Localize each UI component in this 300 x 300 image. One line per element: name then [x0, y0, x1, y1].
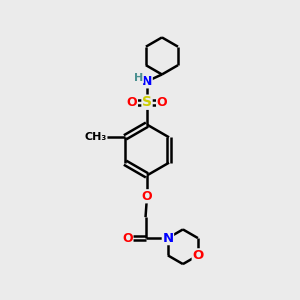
Text: CH₃: CH₃ [85, 132, 107, 142]
Text: O: O [192, 249, 203, 262]
Text: N: N [162, 232, 173, 244]
Text: S: S [142, 95, 152, 109]
Text: O: O [127, 96, 137, 109]
Text: O: O [157, 96, 167, 109]
Text: O: O [142, 190, 152, 203]
Text: O: O [122, 232, 133, 244]
Text: N: N [142, 75, 152, 88]
Text: H: H [134, 73, 143, 83]
